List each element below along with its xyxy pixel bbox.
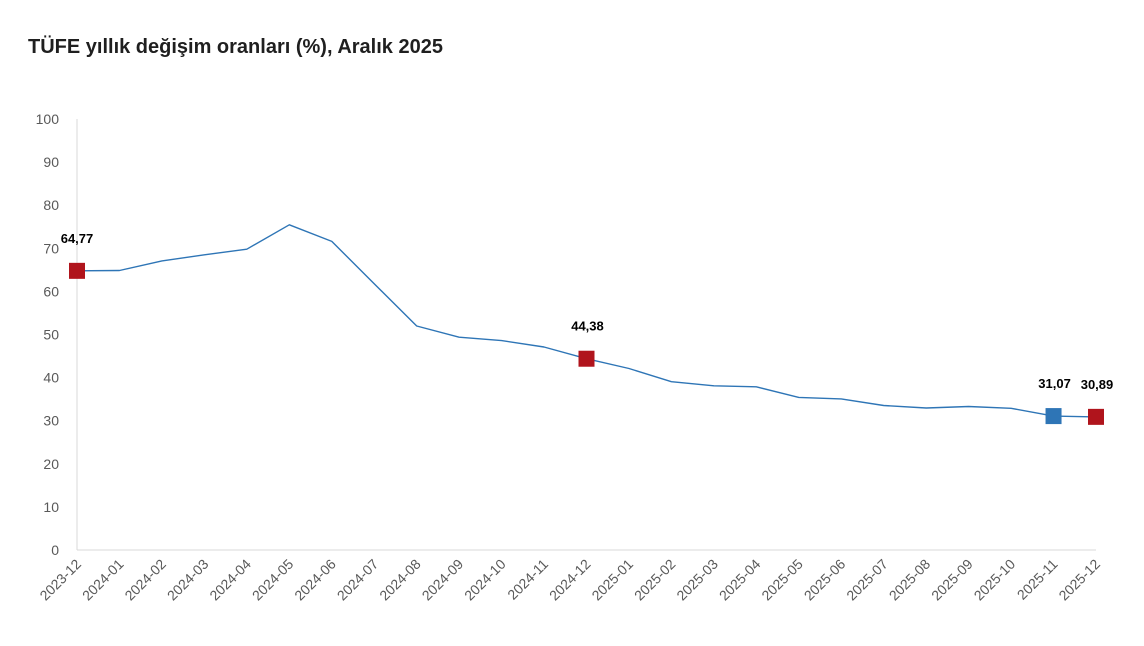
marker-group: [69, 262, 1104, 425]
y-tick-label: 30: [43, 413, 59, 429]
chart-axes: [76, 119, 1096, 551]
data-point-marker: [1045, 408, 1062, 425]
x-tick-label: 2025-06: [801, 556, 849, 604]
x-tick-label: 2025-12: [1055, 556, 1103, 604]
x-tick-label: 2025-01: [588, 556, 636, 604]
data-label: 64,77: [61, 231, 94, 246]
x-tick-label: 2025-07: [843, 556, 891, 604]
y-tick-label: 0: [51, 542, 59, 558]
x-tick-label: 2024-10: [461, 556, 509, 604]
y-tick-label: 90: [43, 154, 59, 170]
y-axis-ticks: 0 10 20 30 40 50 60 70 80 90 100: [36, 111, 60, 558]
x-tick-label: 2024-08: [376, 556, 424, 604]
data-point-marker: [69, 262, 85, 279]
x-tick-label: 2025-11: [1014, 556, 1061, 603]
x-tick-label: 2024-07: [334, 556, 382, 604]
x-tick-label: 2024-06: [291, 556, 339, 604]
y-tick-label: 40: [43, 370, 59, 386]
chart-title: TÜFE yıllık değişim oranları (%), Aralık…: [28, 36, 443, 58]
x-tick-label: 2025-02: [631, 556, 679, 604]
y-tick-label: 10: [43, 499, 59, 515]
x-tick-label: 2025-05: [758, 556, 806, 604]
x-tick-label: 2025-10: [971, 556, 1019, 604]
x-tick-label: 2024-05: [249, 556, 297, 604]
x-axis-ticks: 2023-122024-012024-022024-032024-042024-…: [36, 556, 1103, 604]
x-tick-label: 2025-04: [716, 556, 764, 604]
y-tick-label: 100: [36, 111, 60, 127]
data-label: 31,07: [1038, 376, 1071, 391]
x-tick-label: 2024-09: [419, 556, 467, 604]
data-label: 30,89: [1081, 377, 1114, 392]
data-label: 44,38: [571, 319, 604, 334]
data-label-group: 64,77 44,38 31,07 30,89: [61, 231, 1114, 392]
x-tick-label: 2025-08: [886, 556, 934, 604]
x-tick-label: 2024-04: [206, 556, 254, 604]
y-tick-label: 70: [43, 240, 59, 256]
x-tick-label: 2023-12: [36, 556, 84, 604]
data-point-marker: [1088, 408, 1104, 425]
y-tick-label: 50: [43, 327, 59, 343]
x-tick-label: 2024-02: [121, 556, 169, 604]
x-tick-label: 2024-11: [504, 556, 551, 603]
x-tick-label: 2025-09: [928, 556, 976, 604]
x-tick-label: 2025-03: [673, 556, 721, 604]
y-tick-label: 80: [43, 197, 59, 213]
y-tick-label: 60: [43, 283, 59, 299]
x-tick-label: 2024-03: [164, 556, 212, 604]
x-tick-label: 2024-01: [79, 556, 127, 604]
x-tick-label: 2024-12: [546, 556, 594, 604]
y-tick-label: 20: [43, 456, 59, 472]
data-point-marker: [578, 350, 595, 367]
